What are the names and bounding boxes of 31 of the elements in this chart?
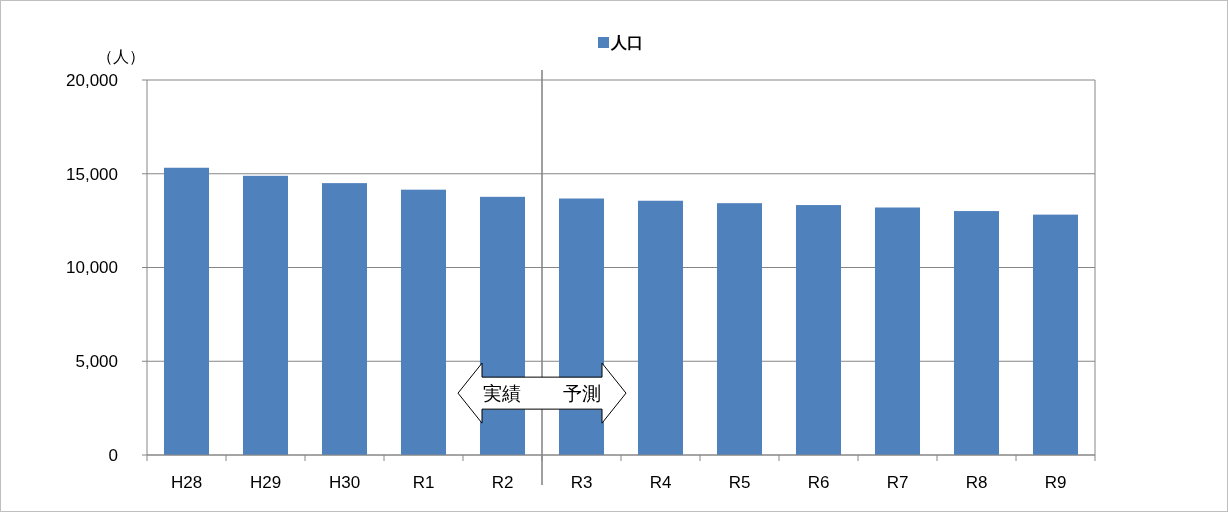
x-tick-label: R5 xyxy=(728,473,751,492)
bar xyxy=(321,183,368,455)
bar xyxy=(163,167,210,455)
legend-label: 人口 xyxy=(610,34,643,51)
bar xyxy=(1032,214,1079,455)
y-axis-title: （人） xyxy=(97,48,145,65)
x-tick-label: R4 xyxy=(649,473,672,492)
x-tick-label: H29 xyxy=(249,473,282,492)
x-tick-label: R6 xyxy=(807,473,830,492)
x-tick-label: R1 xyxy=(412,473,435,492)
y-tick-label: 10,000 xyxy=(66,258,118,278)
x-tick-label: R2 xyxy=(491,473,514,492)
x-tick-label: R9 xyxy=(1044,473,1067,492)
x-tick-label: H30 xyxy=(328,473,361,492)
bar xyxy=(953,211,1000,455)
x-tick-label: R7 xyxy=(886,473,909,492)
y-tick-label: 15,000 xyxy=(66,164,118,184)
bar xyxy=(716,203,763,455)
y-tick-label: 20,000 xyxy=(66,70,118,90)
annotation: 実績 xyxy=(483,382,521,404)
bar xyxy=(242,175,289,455)
y-tick-label: 0 xyxy=(108,445,118,465)
bar xyxy=(874,207,921,455)
bar xyxy=(795,205,842,455)
bar xyxy=(400,189,447,455)
y-tick-label: 5,000 xyxy=(75,352,118,372)
x-tick-label: H28 xyxy=(170,473,203,492)
bar xyxy=(637,200,684,455)
annotation: 予測 xyxy=(563,382,601,404)
x-tick-label: R8 xyxy=(965,473,988,492)
x-tick-label: R3 xyxy=(570,473,593,492)
